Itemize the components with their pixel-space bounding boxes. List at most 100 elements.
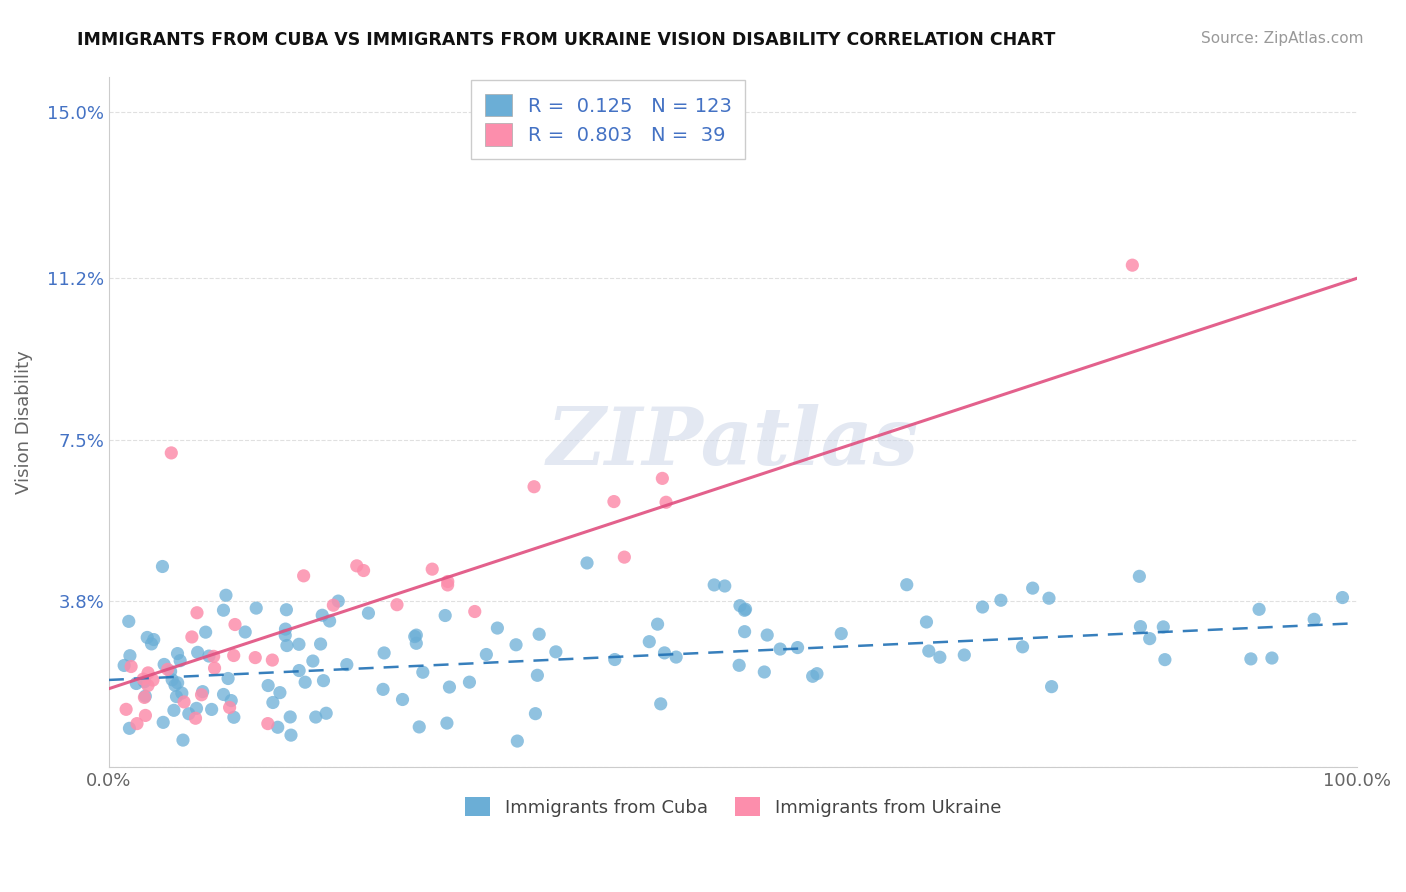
Point <box>256 716 278 731</box>
Point <box>603 652 626 666</box>
Point <box>404 630 426 644</box>
Point <box>160 673 183 687</box>
Point <box>311 608 333 623</box>
Point <box>163 703 186 717</box>
Point <box>276 603 298 617</box>
Point <box>190 688 212 702</box>
Point <box>288 664 311 678</box>
Point <box>191 684 214 698</box>
Point <box>928 650 950 665</box>
Point <box>1154 653 1177 667</box>
Point <box>526 668 548 682</box>
Point <box>166 690 188 704</box>
Point <box>638 634 661 648</box>
Point <box>830 626 852 640</box>
Point <box>153 657 176 672</box>
Point <box>734 602 756 616</box>
Point <box>346 558 368 573</box>
Point <box>125 676 148 690</box>
Point <box>436 578 458 592</box>
Point <box>294 675 316 690</box>
Point <box>302 654 325 668</box>
Point <box>173 695 195 709</box>
Point <box>651 471 673 485</box>
Point <box>1128 569 1150 583</box>
Point <box>371 682 394 697</box>
Point <box>524 706 547 721</box>
Point <box>274 622 297 636</box>
Point <box>152 715 174 730</box>
Point <box>655 495 678 509</box>
Point <box>647 617 669 632</box>
Point <box>1303 612 1326 626</box>
Point <box>464 605 486 619</box>
Point <box>201 702 224 716</box>
Point <box>357 606 380 620</box>
Point <box>603 494 626 508</box>
Point <box>436 716 458 731</box>
Point <box>115 702 138 716</box>
Point <box>420 562 443 576</box>
Point <box>523 480 546 494</box>
Point <box>391 692 413 706</box>
Point <box>436 574 458 589</box>
Point <box>385 598 408 612</box>
Point <box>120 659 142 673</box>
Point <box>194 625 217 640</box>
Point <box>373 646 395 660</box>
Point <box>1021 581 1043 595</box>
Point <box>187 645 209 659</box>
Point <box>212 688 235 702</box>
Point <box>186 701 208 715</box>
Point <box>159 665 181 679</box>
Point <box>972 600 994 615</box>
Point <box>315 706 337 721</box>
Point <box>439 680 461 694</box>
Point <box>769 642 792 657</box>
Point <box>166 647 188 661</box>
Point <box>734 624 756 639</box>
Point <box>134 674 156 689</box>
Point <box>132 672 155 686</box>
Point <box>734 603 756 617</box>
Point <box>505 638 527 652</box>
Point <box>172 733 194 747</box>
Point <box>1011 640 1033 654</box>
Point <box>896 578 918 592</box>
Point <box>1249 602 1271 616</box>
Point <box>1240 652 1263 666</box>
Point <box>576 556 599 570</box>
Point <box>1038 591 1060 606</box>
Point <box>278 710 301 724</box>
Point <box>156 662 179 676</box>
Point <box>142 632 165 647</box>
Point <box>318 614 340 628</box>
Point <box>328 594 350 608</box>
Point <box>1040 680 1063 694</box>
Point <box>280 728 302 742</box>
Point <box>336 657 359 672</box>
Point <box>215 588 238 602</box>
Point <box>915 615 938 629</box>
Point <box>292 569 315 583</box>
Point <box>170 686 193 700</box>
Point <box>186 606 208 620</box>
Text: IMMIGRANTS FROM CUBA VS IMMIGRANTS FROM UKRAINE VISION DISABILITY CORRELATION CH: IMMIGRANTS FROM CUBA VS IMMIGRANTS FROM … <box>77 31 1056 49</box>
Point <box>309 637 332 651</box>
Point <box>728 599 751 613</box>
Point <box>754 665 776 679</box>
Point <box>953 648 976 662</box>
Point <box>458 675 481 690</box>
Point <box>1152 620 1174 634</box>
Point <box>544 645 567 659</box>
Point <box>152 559 174 574</box>
Point <box>136 679 159 693</box>
Point <box>136 631 159 645</box>
Point <box>262 653 284 667</box>
Point <box>222 710 245 724</box>
Point <box>650 697 672 711</box>
Point <box>160 446 183 460</box>
Point <box>257 679 280 693</box>
Point <box>786 640 808 655</box>
Point <box>118 722 141 736</box>
